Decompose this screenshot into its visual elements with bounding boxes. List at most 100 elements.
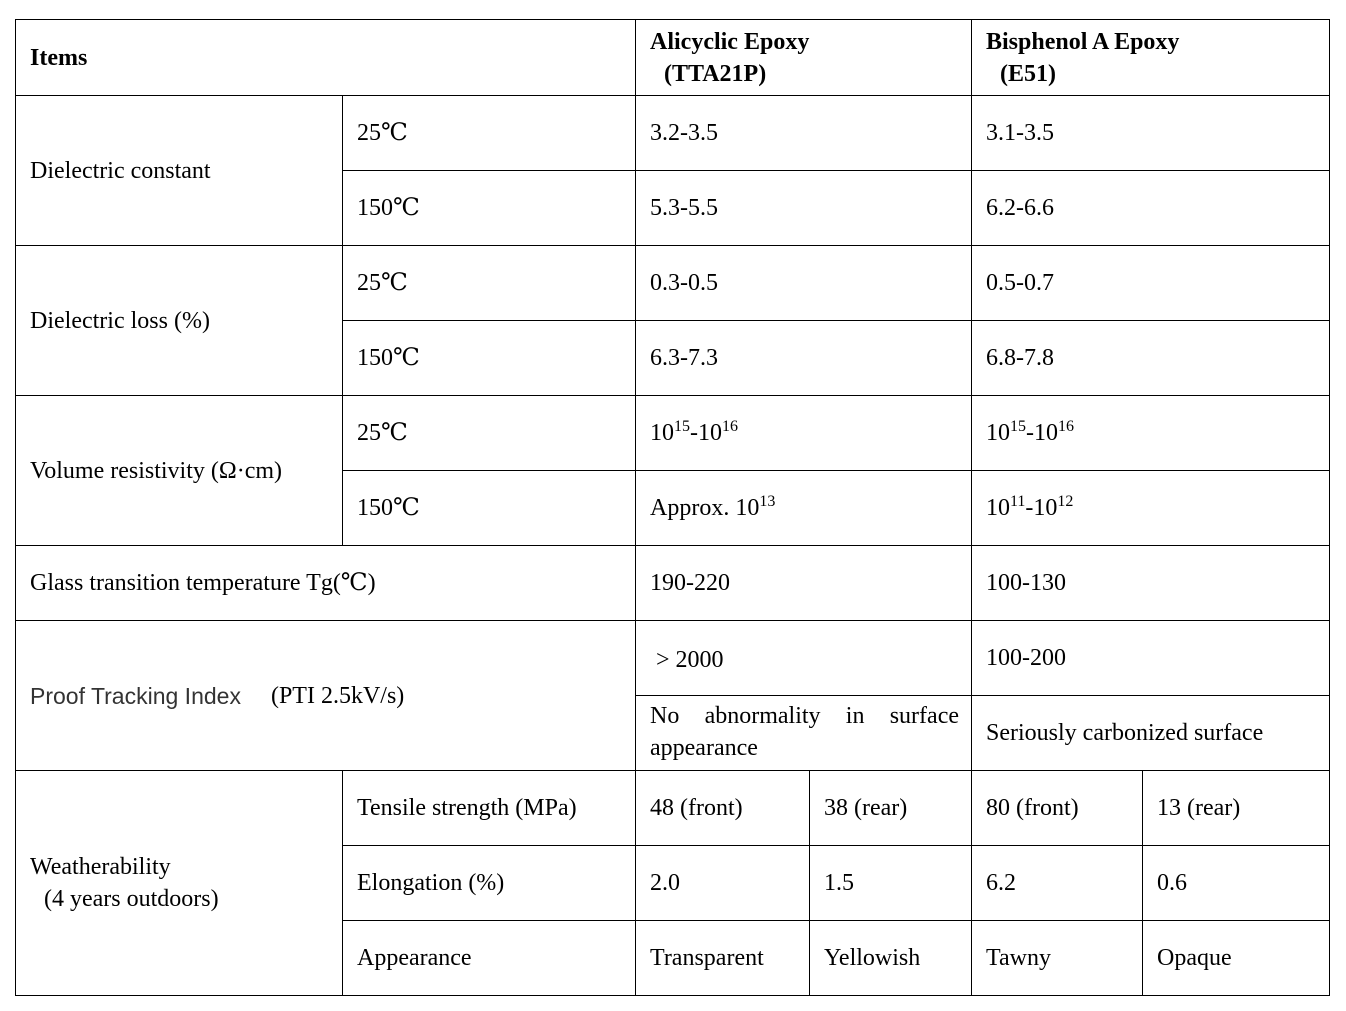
row-label: Glass transition temperature Tg(℃): [15, 545, 636, 621]
cell-text: 150℃: [357, 345, 420, 371]
label-text: Volume resistivity (Ω·cm): [30, 457, 283, 484]
label-text: Proof Tracking Index: [30, 682, 241, 709]
cell: 1.5: [809, 845, 972, 921]
cell: Transparent: [635, 920, 810, 996]
cell-text: 25℃: [357, 120, 408, 146]
cell-text: Appearance: [357, 945, 472, 971]
cell-text: Tensile strength (MPa): [357, 795, 577, 821]
cell-text: Tawny: [986, 945, 1051, 971]
cell: 80 (front): [971, 770, 1143, 846]
header-text: Bisphenol A Epoxy: [986, 29, 1180, 55]
cell: Appearance: [342, 920, 636, 996]
text-segment: -10: [1026, 420, 1058, 446]
cell: 3.2-3.5: [635, 95, 972, 171]
text-segment: 10: [986, 495, 1010, 521]
cell-text: 1015-1016: [986, 417, 1074, 449]
text-segment: -10: [690, 420, 722, 446]
cell-text: 150℃: [357, 195, 420, 221]
label-text: (PTI 2.5kV/s): [270, 682, 405, 709]
cell: 5.3-5.5: [635, 170, 972, 246]
cell: 0.6: [1142, 845, 1330, 921]
row-label: Proof Tracking Index (PTI 2.5kV/s): [15, 620, 636, 771]
cell-text: 5.3-5.5: [650, 195, 718, 221]
cell: > 2000: [635, 620, 972, 696]
cell-text: 3.2-3.5: [650, 120, 718, 146]
cell-text: 1.5: [824, 870, 854, 896]
row-label: Dielectric constant: [15, 95, 343, 246]
cell: 0.5-0.7: [971, 245, 1330, 321]
cell-text: Opaque: [1157, 945, 1232, 971]
cell-text: Seriously carbonized surface: [986, 720, 1264, 746]
cell-text: Yellowish: [824, 945, 921, 971]
cell: 2.0: [635, 845, 810, 921]
header-text: Alicyclic Epoxy: [650, 29, 810, 55]
superscript: 12: [1057, 493, 1074, 510]
cell: 0.3-0.5: [635, 245, 972, 321]
header-text: (E51): [1000, 61, 1056, 87]
header-cell: Bisphenol A Epoxy (E51): [971, 19, 1330, 96]
cell: Seriously carbonized surface: [971, 695, 1330, 771]
cell-text: 0.5-0.7: [986, 270, 1054, 296]
label-text: Dielectric constant: [30, 157, 211, 184]
cell-text: 25℃: [357, 270, 408, 296]
header-cell: Alicyclic Epoxy (TTA21P): [635, 19, 972, 96]
superscript: 16: [1058, 418, 1074, 435]
cell-text: 1011-1012: [986, 492, 1073, 524]
cell: 13 (rear): [1142, 770, 1330, 846]
cell-text: 6.2-6.6: [986, 195, 1054, 221]
cell-text: Transparent: [650, 945, 764, 971]
cell-text: 80 (front): [986, 795, 1079, 821]
text-segment: 10: [986, 420, 1010, 446]
cell-text: 3.1-3.5: [986, 120, 1054, 146]
cell-text: 38 (rear): [824, 795, 908, 821]
cell-text: 48 (front): [650, 795, 743, 821]
cell: 25℃: [342, 245, 636, 321]
label-text: Dielectric loss (%): [30, 307, 210, 334]
cell: Approx. 1013: [635, 470, 972, 546]
cell: No abnormality in surface appearance: [635, 695, 972, 771]
header-text: (TTA21P): [664, 61, 767, 87]
text-segment: Approx. 10: [650, 495, 760, 521]
cell: 38 (rear): [809, 770, 972, 846]
cell-text: 100-130: [986, 570, 1066, 596]
row-label: Dielectric loss (%): [15, 245, 343, 396]
cell-text: 1015-1016: [650, 417, 738, 449]
superscript: 11: [1010, 493, 1026, 510]
superscript: 16: [722, 418, 738, 435]
cell-text: 0.6: [1157, 870, 1187, 896]
cell-text: 150℃: [357, 495, 420, 521]
cell: 190-220: [635, 545, 972, 621]
cell-text: 100-200: [986, 645, 1066, 671]
cell-text: 2.0: [650, 870, 680, 896]
cell: Opaque: [1142, 920, 1330, 996]
cell: 150℃: [342, 170, 636, 246]
cell: Tawny: [971, 920, 1143, 996]
cell: 1011-1012: [971, 470, 1330, 546]
cell: 100-200: [971, 620, 1330, 696]
header-cell: Items: [15, 19, 636, 96]
cell: Tensile strength (MPa): [342, 770, 636, 846]
cell: 100-130: [971, 545, 1330, 621]
cell: 6.3-7.3: [635, 320, 972, 396]
text-segment: -10: [1025, 495, 1058, 521]
cell: 150℃: [342, 470, 636, 546]
cell: Yellowish: [809, 920, 972, 996]
header-text: Items: [30, 44, 88, 71]
cell-text: 6.2: [986, 870, 1016, 896]
label-text: (4 years outdoors): [44, 886, 219, 912]
label-text: Glass transition temperature Tg(℃): [30, 570, 376, 596]
cell-text: 13 (rear): [1157, 795, 1241, 821]
cell-text: Elongation (%): [357, 870, 505, 896]
cell: 48 (front): [635, 770, 810, 846]
cell-text: > 2000: [656, 647, 724, 673]
cell-text: 0.3-0.5: [650, 270, 718, 296]
cell: 25℃: [342, 95, 636, 171]
label-text: Weatherability: [30, 854, 171, 880]
cell-text: Approx. 1013: [650, 492, 775, 524]
cell-text: 25℃: [357, 420, 408, 446]
text-segment: 10: [650, 420, 674, 446]
cell: 25℃: [342, 395, 636, 471]
cell: 150℃: [342, 320, 636, 396]
cell: Elongation (%): [342, 845, 636, 921]
